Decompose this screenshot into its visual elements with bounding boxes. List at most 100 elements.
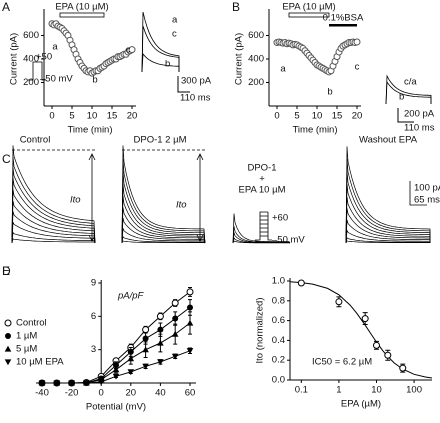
current-trace — [11, 231, 96, 244]
marker — [171, 353, 179, 360]
marker — [361, 315, 369, 323]
current-trace — [121, 171, 206, 244]
fit-curve — [289, 281, 433, 379]
current-trace — [11, 189, 96, 244]
y-tick-label: 9 — [91, 278, 96, 289]
panel-letter: B — [232, 0, 240, 14]
marker — [156, 312, 164, 320]
current-trace — [232, 213, 291, 244]
x-tick-label: 10 — [312, 111, 323, 122]
scale-bar — [409, 181, 427, 206]
x-tick-label: 0 — [99, 388, 104, 399]
y-tick-label: 6 — [91, 311, 96, 322]
x-tick-label: 5 — [294, 111, 299, 122]
drug-label: EPA (10 µM) — [55, 2, 108, 13]
panel-letter: C — [2, 152, 11, 166]
x-tick-label: 20 — [126, 388, 137, 399]
legend-label: 1 µM — [16, 331, 37, 342]
legend-label: 5 µM — [16, 344, 37, 355]
marker — [187, 304, 193, 311]
inset-trace — [141, 25, 180, 73]
inset-label: a — [172, 15, 178, 26]
marker — [142, 346, 149, 353]
current-trace — [11, 145, 96, 244]
current-trace — [345, 158, 431, 244]
marker — [335, 298, 343, 306]
x-tick-label: 0.1 — [295, 385, 308, 396]
trace-label: DPO-1 2 µM — [134, 135, 187, 146]
inset-trace — [141, 52, 180, 73]
x-tick-label: -40 — [35, 388, 49, 399]
marker — [186, 348, 194, 355]
current-trace — [345, 184, 431, 244]
current-trace — [121, 240, 206, 244]
y-tick-label: 200 — [248, 77, 264, 88]
y-tick-label: 400 — [248, 54, 264, 65]
x-tick-label: 15 — [107, 111, 118, 122]
point-label: c — [355, 62, 360, 73]
current-trace — [11, 238, 96, 244]
current-trace — [345, 208, 431, 244]
current-trace — [11, 221, 96, 244]
wash-bar — [329, 24, 357, 27]
legend-marker — [4, 359, 12, 366]
x-tick-label: 0 — [49, 111, 54, 122]
current-trace — [121, 228, 206, 244]
panel-letter: E — [2, 264, 10, 278]
ito-label: Ito — [70, 195, 81, 206]
current-trace — [345, 229, 431, 244]
x-tick-label: 40 — [155, 388, 166, 399]
trace-label: + — [259, 174, 265, 185]
current-trace — [345, 171, 431, 244]
y-tick-label: 600 — [248, 30, 264, 41]
marker — [171, 330, 179, 337]
drug-label: EPA (10 µM) — [282, 2, 335, 13]
current-trace — [121, 217, 206, 244]
scalebar-label: 65 ms — [414, 195, 440, 206]
protocol-label: +50 — [36, 52, 52, 63]
x-tick-label: 0 — [274, 111, 279, 122]
legend-label: Control — [16, 318, 47, 329]
current-trace — [121, 195, 206, 244]
marker — [38, 380, 46, 387]
marker — [186, 288, 194, 296]
marker — [53, 380, 61, 387]
marker — [172, 315, 179, 322]
current-trace — [232, 240, 291, 244]
current-trace — [345, 146, 431, 244]
marker — [186, 319, 194, 326]
drug-bar — [288, 12, 330, 18]
y-axis-label: Ito (normalized) — [255, 298, 266, 364]
marker — [157, 339, 164, 346]
marker — [97, 379, 105, 386]
y-tick-label: 3 — [91, 344, 96, 355]
scale-bar — [177, 76, 190, 93]
inset-trace — [141, 11, 180, 73]
point-label: c — [126, 45, 131, 56]
panel-c-decor — [12, 149, 427, 242]
x-axis-label: Time (min) — [292, 125, 337, 136]
point-label: b — [92, 75, 97, 86]
current-trace — [345, 219, 431, 244]
trace-label: EPA 10 µM — [238, 185, 285, 196]
marker — [353, 38, 361, 46]
current-trace — [11, 211, 96, 244]
x-axis-label: EPA (µM) — [341, 399, 381, 410]
x-tick-label: 100 — [406, 385, 422, 396]
point-label: a — [280, 64, 286, 75]
trace-label: DPO-1 — [247, 163, 276, 174]
scalebar-label: 110 ms — [180, 93, 211, 104]
current-trace — [121, 184, 206, 244]
x-tick-label: 10 — [371, 385, 382, 396]
marker — [112, 366, 120, 373]
x-tick-label: 5 — [69, 111, 74, 122]
current-trace — [11, 200, 96, 244]
drug-bar — [59, 12, 105, 18]
inset-label: c/a — [404, 77, 417, 88]
unit-label: pA/pF — [117, 291, 145, 302]
scalebar-label: 300 pA — [181, 76, 212, 87]
x-tick-label: -20 — [65, 388, 79, 399]
legend-marker — [5, 333, 11, 339]
inset-trace — [385, 74, 432, 105]
